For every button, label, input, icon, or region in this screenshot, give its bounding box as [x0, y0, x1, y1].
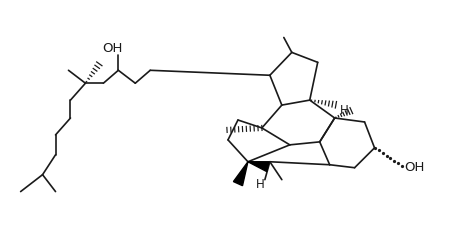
- Polygon shape: [248, 162, 269, 172]
- Text: OH: OH: [405, 161, 425, 174]
- Text: H: H: [340, 103, 348, 117]
- Text: OH: OH: [102, 42, 123, 55]
- Polygon shape: [234, 162, 248, 186]
- Text: H: H: [256, 178, 265, 191]
